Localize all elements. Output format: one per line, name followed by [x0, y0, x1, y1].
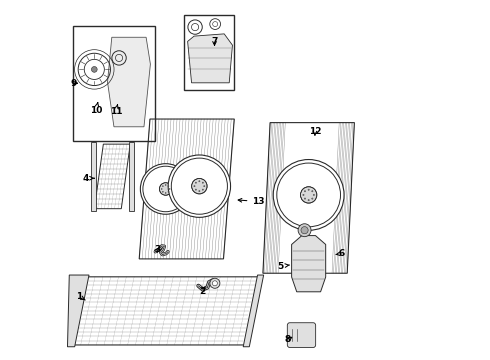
Polygon shape	[184, 191, 212, 211]
Polygon shape	[145, 183, 160, 204]
Circle shape	[199, 190, 200, 192]
Polygon shape	[202, 181, 224, 207]
Text: 8: 8	[285, 335, 292, 344]
Text: 13: 13	[238, 197, 265, 206]
Polygon shape	[174, 178, 193, 204]
Polygon shape	[295, 166, 319, 188]
Text: 1: 1	[76, 292, 85, 301]
Text: 7: 7	[211, 37, 218, 46]
Circle shape	[202, 189, 203, 190]
Text: 12: 12	[309, 127, 321, 136]
Polygon shape	[202, 161, 223, 186]
Bar	[184, 15, 234, 90]
Circle shape	[140, 164, 191, 214]
Circle shape	[312, 198, 313, 199]
Text: 4: 4	[82, 174, 94, 183]
Text: 3: 3	[154, 246, 160, 255]
Circle shape	[159, 183, 172, 195]
Polygon shape	[95, 144, 130, 209]
Text: 11: 11	[110, 104, 122, 116]
Circle shape	[308, 199, 309, 201]
Bar	[91, 142, 96, 211]
Polygon shape	[107, 37, 150, 127]
Polygon shape	[139, 119, 234, 259]
Polygon shape	[73, 277, 259, 345]
Polygon shape	[168, 168, 185, 189]
Circle shape	[204, 186, 205, 187]
Circle shape	[194, 186, 195, 187]
Polygon shape	[243, 275, 264, 347]
Circle shape	[303, 194, 304, 195]
Circle shape	[308, 189, 309, 190]
Polygon shape	[280, 191, 301, 214]
Circle shape	[298, 224, 311, 237]
Polygon shape	[288, 199, 310, 224]
Bar	[129, 142, 134, 211]
Polygon shape	[188, 34, 232, 83]
Polygon shape	[263, 123, 354, 273]
Polygon shape	[176, 161, 202, 180]
Polygon shape	[68, 275, 89, 347]
Circle shape	[199, 181, 200, 182]
Text: 9: 9	[71, 79, 77, 88]
Polygon shape	[307, 203, 332, 224]
Circle shape	[300, 187, 317, 203]
Text: 2: 2	[199, 287, 205, 296]
Circle shape	[168, 191, 169, 192]
Polygon shape	[147, 168, 168, 184]
Circle shape	[304, 198, 306, 199]
FancyBboxPatch shape	[287, 323, 316, 347]
Circle shape	[312, 191, 313, 192]
Circle shape	[168, 155, 231, 217]
Polygon shape	[314, 187, 337, 211]
Polygon shape	[168, 185, 186, 206]
Polygon shape	[316, 168, 336, 195]
Bar	[73, 26, 155, 140]
Text: 5: 5	[278, 262, 290, 271]
Circle shape	[92, 67, 97, 72]
Circle shape	[210, 278, 220, 288]
Polygon shape	[280, 170, 307, 190]
Circle shape	[202, 182, 203, 183]
Polygon shape	[292, 235, 326, 292]
Circle shape	[162, 191, 163, 192]
Text: 10: 10	[90, 103, 102, 114]
Circle shape	[304, 191, 306, 192]
Polygon shape	[153, 193, 175, 210]
Circle shape	[313, 194, 315, 195]
Circle shape	[301, 226, 308, 234]
Circle shape	[192, 179, 207, 194]
Circle shape	[273, 159, 344, 230]
Circle shape	[212, 281, 218, 286]
Text: 6: 6	[336, 249, 345, 258]
